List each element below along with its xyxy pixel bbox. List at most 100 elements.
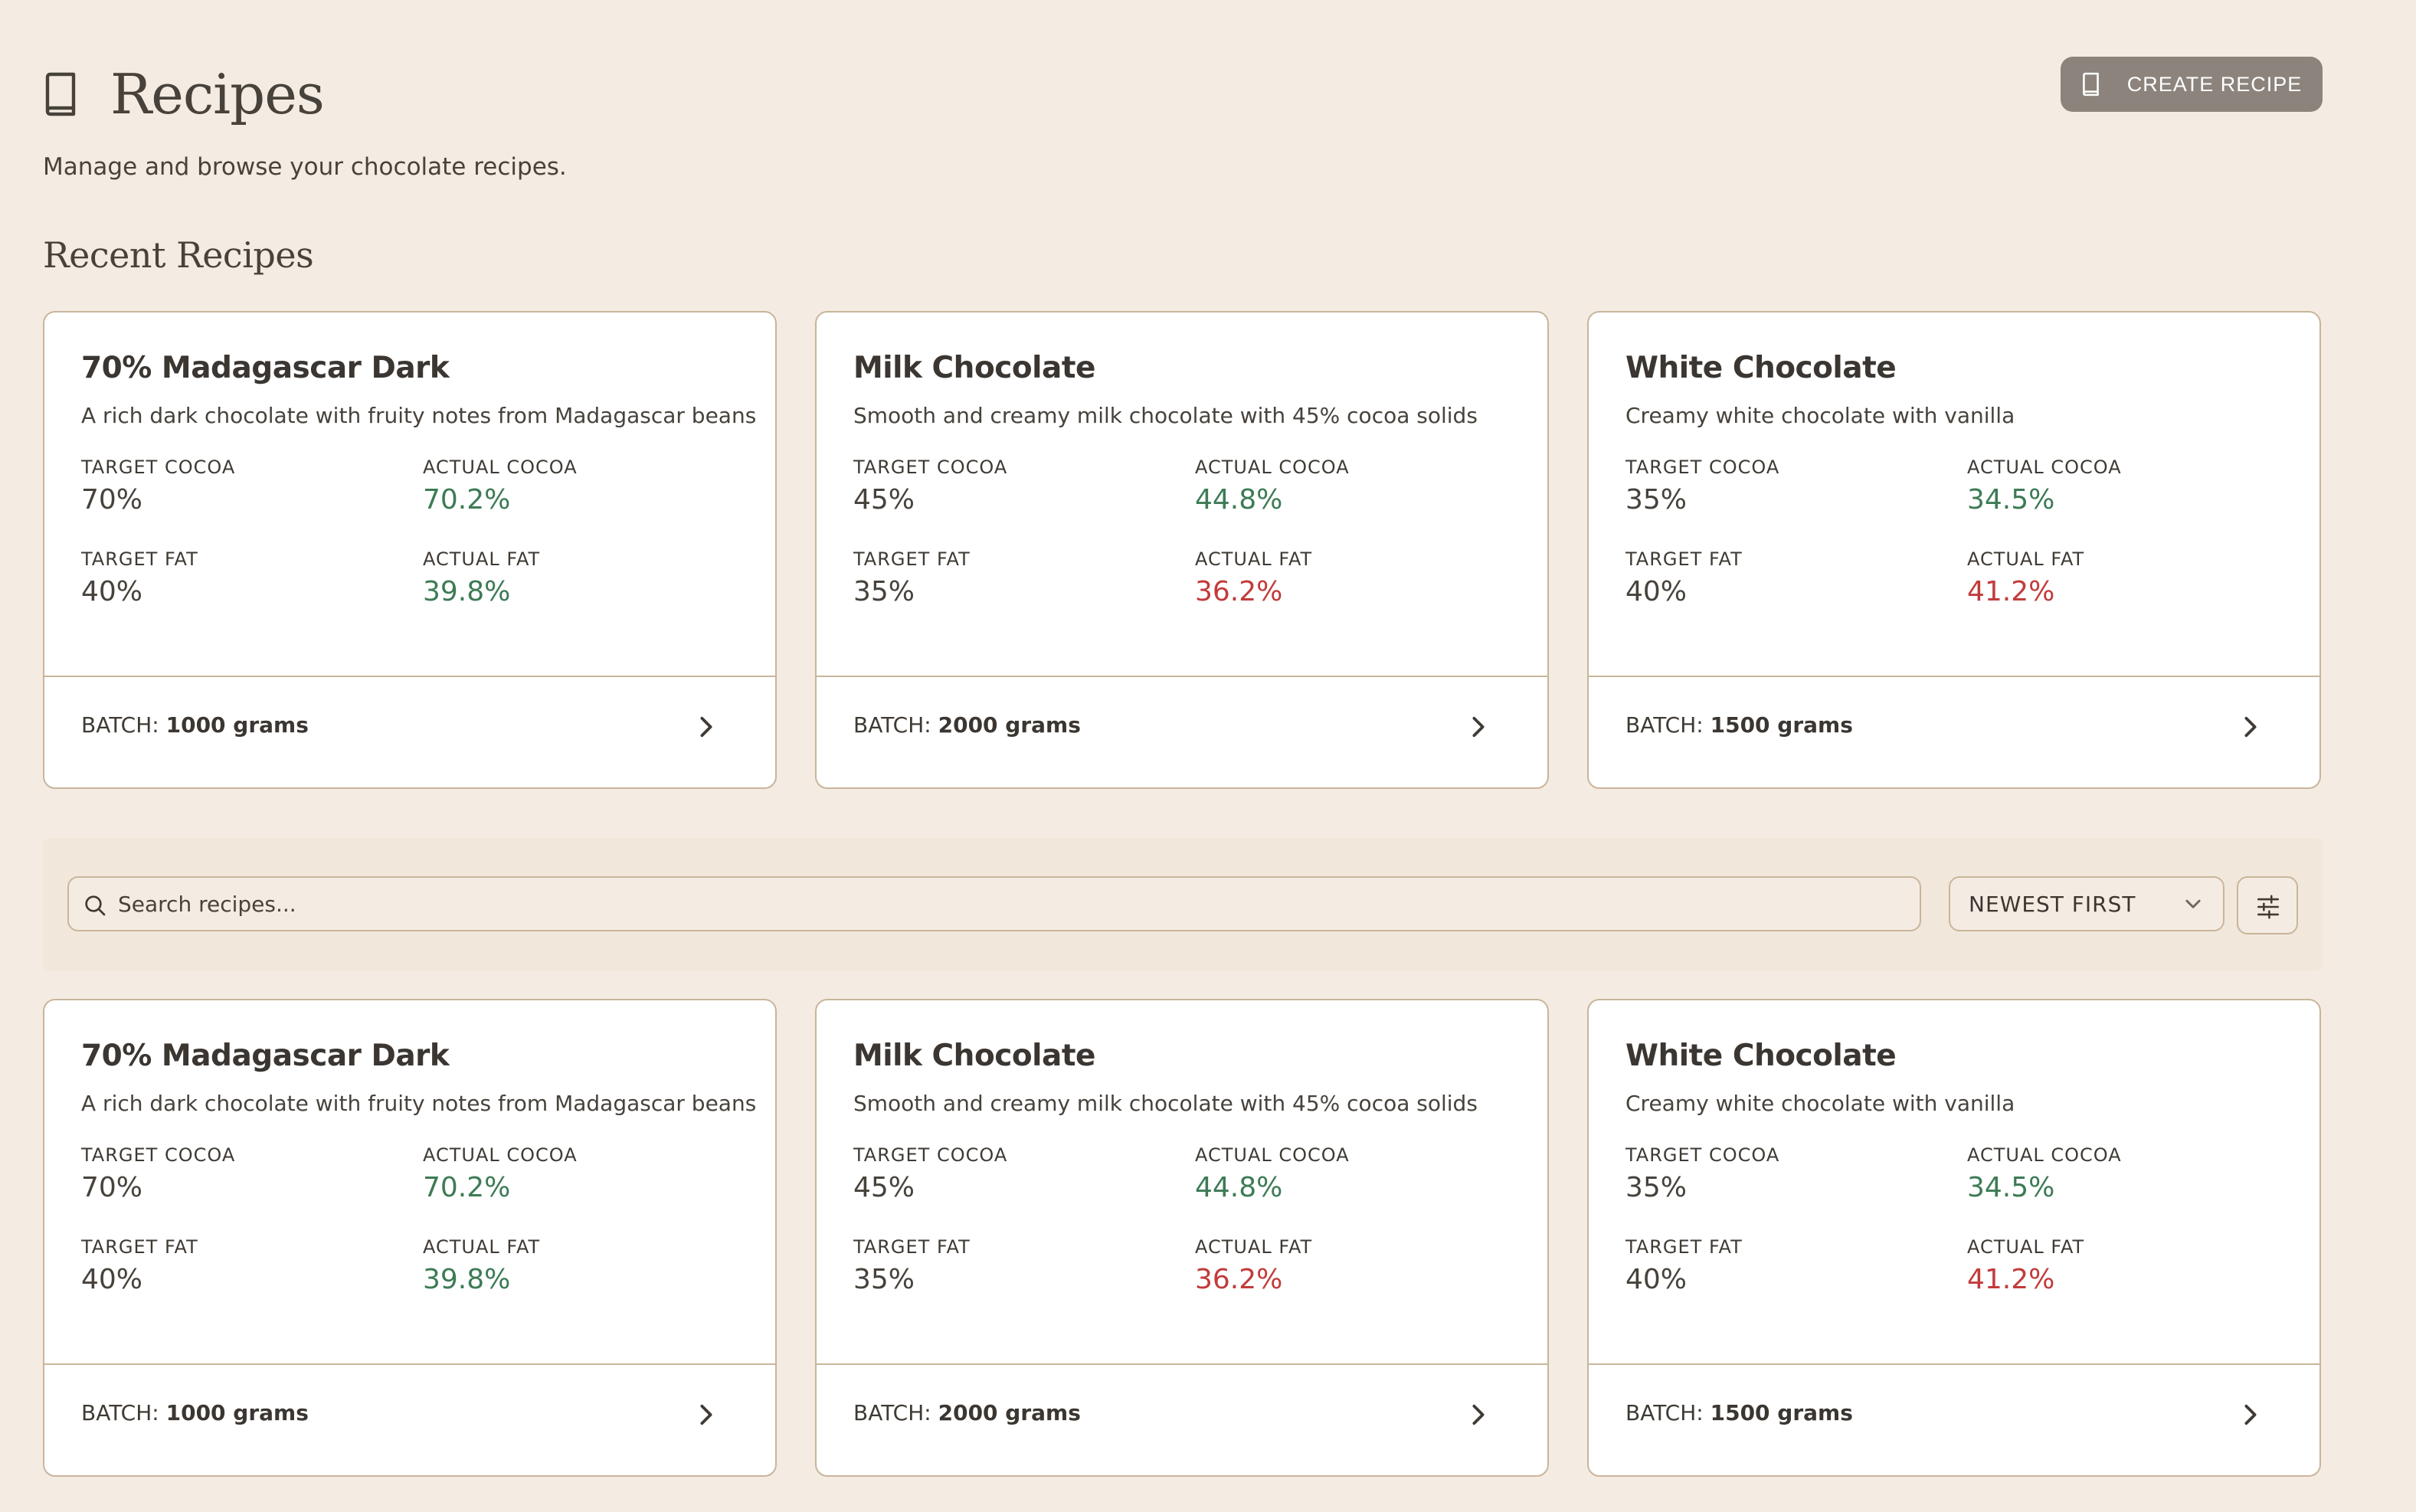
- target-fat-label: TARGET FAT: [853, 548, 971, 570]
- target-fat-value: 40%: [1625, 576, 1688, 607]
- batch-size: BATCH: 1000 grams: [81, 712, 309, 738]
- batch-label: BATCH:: [853, 712, 931, 738]
- book-icon: [45, 72, 76, 116]
- actual-cocoa-label: ACTUAL COCOA: [1967, 457, 2122, 478]
- page-subtitle: Manage and browse your chocolate recipes…: [43, 153, 567, 181]
- create-recipe-button[interactable]: CREATE RECIPE: [2061, 57, 2323, 112]
- recipe-card[interactable]: 70% Madagascar Dark A rich dark chocolat…: [43, 311, 777, 789]
- target-fat-label: TARGET FAT: [81, 548, 198, 570]
- batch-label: BATCH:: [1625, 1400, 1704, 1425]
- batch-label: BATCH:: [1625, 712, 1704, 738]
- recipe-description: Creamy white chocolate with vanilla: [1625, 403, 2015, 428]
- search-box[interactable]: [67, 876, 1921, 931]
- all-recipes-grid: 70% Madagascar Dark A rich dark chocolat…: [43, 999, 2323, 1477]
- target-fat-value: 40%: [1625, 1264, 1688, 1295]
- recipe-description: A rich dark chocolate with fruity notes …: [81, 403, 757, 428]
- recipe-card[interactable]: White Chocolate Creamy white chocolate w…: [1587, 311, 2321, 789]
- search-icon: [85, 895, 106, 916]
- target-fat-label: TARGET FAT: [1625, 548, 1743, 570]
- target-cocoa-value: 35%: [1625, 1172, 1688, 1203]
- batch-label: BATCH:: [81, 1400, 159, 1425]
- batch-value: 1000 grams: [165, 1400, 309, 1425]
- recipe-description: Smooth and creamy milk chocolate with 45…: [853, 1091, 1478, 1116]
- target-cocoa-label: TARGET COCOA: [853, 1144, 1008, 1166]
- target-fat-label: TARGET FAT: [81, 1236, 198, 1258]
- chevron-right-icon[interactable]: [2241, 1403, 2260, 1426]
- actual-cocoa-label: ACTUAL COCOA: [423, 1144, 578, 1166]
- chevron-right-icon[interactable]: [697, 1403, 715, 1426]
- recent-recipes-grid: 70% Madagascar Dark A rich dark chocolat…: [43, 311, 2323, 789]
- actual-cocoa-value: 44.8%: [1195, 484, 1283, 515]
- target-cocoa-label: TARGET COCOA: [81, 457, 236, 478]
- actual-cocoa-label: ACTUAL COCOA: [1967, 1144, 2122, 1166]
- target-fat-value: 40%: [81, 576, 143, 607]
- page-header: Recipes: [43, 52, 325, 136]
- actual-fat-value: 41.2%: [1967, 1264, 2055, 1295]
- actual-cocoa-label: ACTUAL COCOA: [1195, 457, 1350, 478]
- recipe-name: Milk Chocolate: [853, 351, 1095, 385]
- actual-cocoa-label: ACTUAL COCOA: [423, 457, 578, 478]
- recipe-card[interactable]: White Chocolate Creamy white chocolate w…: [1587, 999, 2321, 1477]
- actual-cocoa-label: ACTUAL COCOA: [1195, 1144, 1350, 1166]
- target-cocoa-label: TARGET COCOA: [853, 457, 1008, 478]
- recipe-name: White Chocolate: [1625, 351, 1897, 385]
- page-title: Recipes: [110, 62, 325, 126]
- actual-cocoa-value: 34.5%: [1967, 484, 2055, 515]
- card-footer[interactable]: BATCH: 1000 grams: [44, 676, 775, 787]
- recipe-card[interactable]: 70% Madagascar Dark A rich dark chocolat…: [43, 999, 777, 1477]
- batch-value: 1500 grams: [1710, 1400, 1853, 1425]
- recipe-card[interactable]: Milk Chocolate Smooth and creamy milk ch…: [815, 999, 1549, 1477]
- recent-recipes-heading: Recent Recipes: [43, 234, 314, 276]
- batch-value: 1000 grams: [165, 712, 309, 738]
- recipe-name: White Chocolate: [1625, 1039, 1897, 1073]
- recipe-card[interactable]: Milk Chocolate Smooth and creamy milk ch…: [815, 311, 1549, 789]
- card-footer[interactable]: BATCH: 1000 grams: [44, 1363, 775, 1475]
- actual-cocoa-value: 70.2%: [423, 1172, 511, 1203]
- recipe-description: Smooth and creamy milk chocolate with 45…: [853, 403, 1478, 428]
- actual-fat-value: 41.2%: [1967, 576, 2055, 607]
- sort-selected-value: NEWEST FIRST: [1969, 892, 2136, 917]
- chevron-right-icon[interactable]: [697, 715, 715, 738]
- actual-fat-label: ACTUAL FAT: [1967, 1236, 2085, 1258]
- target-cocoa-label: TARGET COCOA: [1625, 1144, 1780, 1166]
- target-fat-value: 35%: [853, 576, 915, 607]
- recipe-description: A rich dark chocolate with fruity notes …: [81, 1091, 757, 1116]
- actual-fat-label: ACTUAL FAT: [1967, 548, 2085, 570]
- batch-size: BATCH: 2000 grams: [853, 712, 1081, 738]
- target-fat-value: 40%: [81, 1264, 143, 1295]
- actual-fat-value: 36.2%: [1195, 576, 1283, 607]
- chevron-right-icon[interactable]: [1469, 1403, 1488, 1426]
- actual-fat-label: ACTUAL FAT: [1195, 1236, 1313, 1258]
- batch-value: 2000 grams: [938, 1400, 1081, 1425]
- card-footer[interactable]: BATCH: 1500 grams: [1589, 676, 2319, 787]
- book-icon: [2082, 72, 2099, 97]
- create-recipe-label: CREATE RECIPE: [2126, 72, 2303, 96]
- target-cocoa-label: TARGET COCOA: [1625, 457, 1780, 478]
- card-footer[interactable]: BATCH: 2000 grams: [817, 676, 1547, 787]
- target-cocoa-value: 35%: [1625, 484, 1688, 515]
- recipe-name: 70% Madagascar Dark: [81, 351, 450, 385]
- card-footer[interactable]: BATCH: 1500 grams: [1589, 1363, 2319, 1475]
- actual-fat-label: ACTUAL FAT: [423, 548, 541, 570]
- target-cocoa-value: 45%: [853, 484, 915, 515]
- recipe-description: Creamy white chocolate with vanilla: [1625, 1091, 2015, 1116]
- actual-fat-label: ACTUAL FAT: [423, 1236, 541, 1258]
- target-cocoa-value: 45%: [853, 1172, 915, 1203]
- chevron-right-icon[interactable]: [2241, 715, 2260, 738]
- sort-select[interactable]: NEWEST FIRST: [1949, 876, 2224, 931]
- batch-size: BATCH: 1500 grams: [1625, 1400, 1853, 1425]
- actual-fat-value: 39.8%: [423, 576, 511, 607]
- filter-button[interactable]: [2237, 876, 2298, 934]
- batch-value: 2000 grams: [938, 712, 1081, 738]
- card-footer[interactable]: BATCH: 2000 grams: [817, 1363, 1547, 1475]
- target-fat-label: TARGET FAT: [853, 1236, 971, 1258]
- chevron-right-icon[interactable]: [1469, 715, 1488, 738]
- target-cocoa-value: 70%: [81, 484, 143, 515]
- batch-label: BATCH:: [81, 712, 159, 738]
- actual-fat-value: 39.8%: [423, 1264, 511, 1295]
- recipe-name: 70% Madagascar Dark: [81, 1039, 450, 1073]
- search-input[interactable]: [118, 878, 1880, 930]
- recipe-name: Milk Chocolate: [853, 1039, 1095, 1073]
- actual-cocoa-value: 34.5%: [1967, 1172, 2055, 1203]
